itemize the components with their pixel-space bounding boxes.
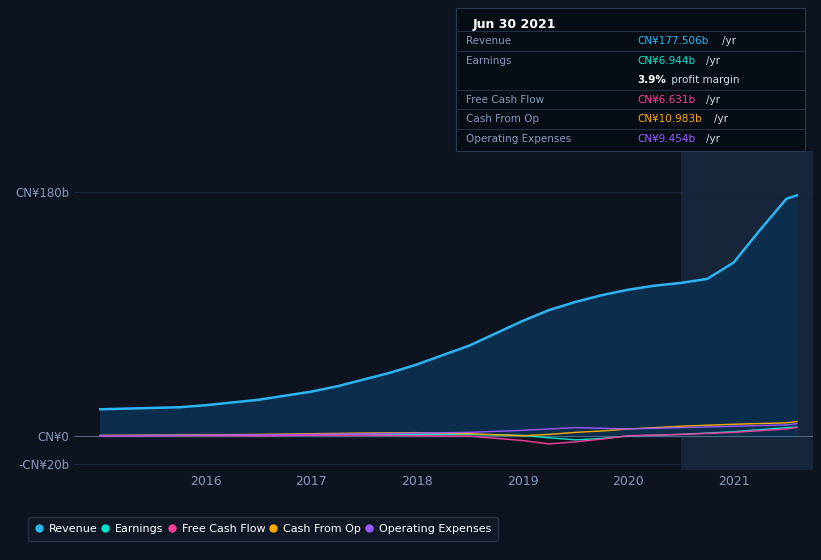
Text: Earnings: Earnings bbox=[466, 55, 511, 66]
Text: /yr: /yr bbox=[706, 55, 720, 66]
Bar bbox=[681, 151, 813, 470]
Text: CN¥6.944b: CN¥6.944b bbox=[637, 55, 695, 66]
Legend: Revenue, Earnings, Free Cash Flow, Cash From Op, Operating Expenses: Revenue, Earnings, Free Cash Flow, Cash … bbox=[28, 517, 498, 541]
Text: profit margin: profit margin bbox=[667, 75, 739, 85]
Text: CN¥177.506b: CN¥177.506b bbox=[637, 36, 709, 46]
Text: CN¥10.983b: CN¥10.983b bbox=[637, 114, 702, 124]
Text: /yr: /yr bbox=[706, 95, 720, 105]
Text: 3.9%: 3.9% bbox=[637, 75, 666, 85]
Text: CN¥9.454b: CN¥9.454b bbox=[637, 134, 695, 143]
Text: Free Cash Flow: Free Cash Flow bbox=[466, 95, 544, 105]
Text: Jun 30 2021: Jun 30 2021 bbox=[473, 18, 557, 31]
Text: Cash From Op: Cash From Op bbox=[466, 114, 539, 124]
Text: /yr: /yr bbox=[722, 36, 736, 46]
Text: Revenue: Revenue bbox=[466, 36, 511, 46]
Text: Operating Expenses: Operating Expenses bbox=[466, 134, 571, 143]
Text: /yr: /yr bbox=[706, 134, 720, 143]
Text: CN¥6.631b: CN¥6.631b bbox=[637, 95, 695, 105]
Text: /yr: /yr bbox=[713, 114, 728, 124]
